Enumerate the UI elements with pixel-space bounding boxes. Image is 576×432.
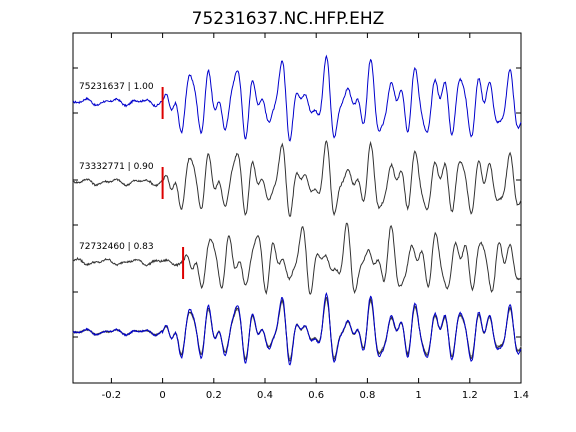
chart-title: 75231637.NC.HFP.EHZ xyxy=(192,9,385,29)
trace-label: 75231637 | 1.00 xyxy=(79,82,154,92)
x-tick-label: 1 xyxy=(415,390,421,401)
x-tick-label: 0.8 xyxy=(359,390,375,401)
plot-frame xyxy=(72,32,522,384)
waveform-traces xyxy=(72,54,522,366)
x-tick-label: 0.2 xyxy=(206,390,222,401)
x-tick-label: -0.2 xyxy=(102,390,122,401)
x-tick-label: 1.2 xyxy=(462,390,478,401)
trace-line xyxy=(72,54,522,142)
x-tick-label: 0.4 xyxy=(257,390,273,401)
x-tick-label: 0 xyxy=(159,390,165,401)
axis-ticks: -0.2 0 0.2 0.4 0.6 0.8 1 1.2 1.4 xyxy=(73,33,529,401)
trace-line xyxy=(72,222,522,295)
trace-labels: 75231637 | 1.00 73332771 | 0.90 72732460 |… xyxy=(79,82,154,252)
trace-line xyxy=(72,140,522,218)
x-tick-label: 1.4 xyxy=(513,390,529,401)
stack-trace-line xyxy=(72,292,522,366)
trace-label: 72732460 | 0.83 xyxy=(79,242,154,252)
x-tick-label: 0.6 xyxy=(308,390,324,401)
trace-label: 73332771 | 0.90 xyxy=(79,162,154,172)
